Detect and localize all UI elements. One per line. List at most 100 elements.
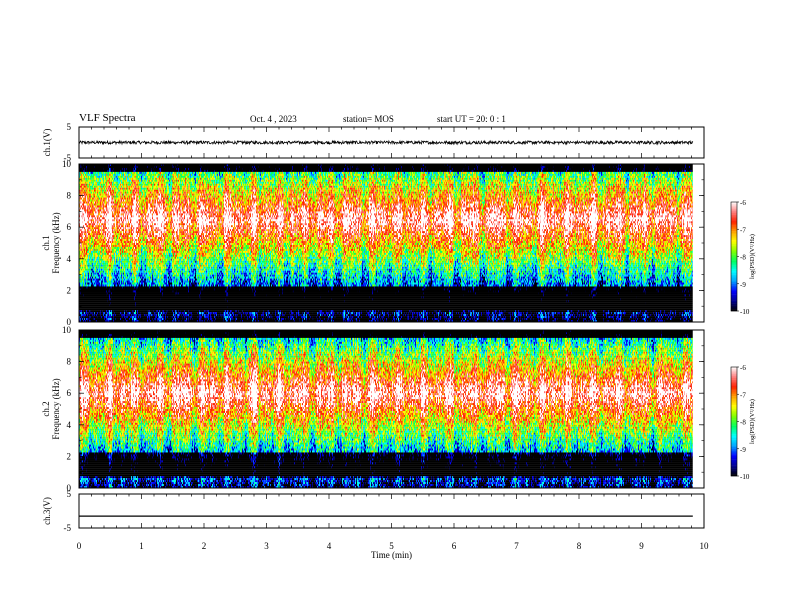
waveform-line — [79, 141, 693, 144]
colorbar-segment — [731, 422, 737, 424]
colorbar-segment — [731, 246, 737, 248]
colorbar-tick-label: -8 — [740, 254, 746, 262]
colorbar-segment — [731, 438, 737, 440]
colorbar-segment — [731, 209, 737, 211]
colorbar-segment — [731, 264, 737, 266]
y-tick-label: 6 — [67, 222, 72, 232]
y-tick-label: -5 — [64, 523, 72, 533]
colorbar-segment — [731, 456, 737, 458]
colorbar-segment — [731, 427, 737, 429]
colorbar-segment — [731, 280, 737, 282]
colorbar-segment — [731, 418, 737, 420]
x-tick-label: 1 — [139, 541, 144, 551]
y-tick-label: 2 — [67, 285, 72, 295]
colorbar-segment — [731, 266, 737, 268]
colorbar-segment — [731, 405, 737, 407]
waveform-ch1 — [79, 141, 693, 144]
colorbar-segment — [731, 249, 737, 251]
colorbar-segment — [731, 414, 737, 416]
x-tick-label: 6 — [452, 541, 457, 551]
colorbar-segment — [731, 278, 737, 280]
colorbar-segment — [731, 463, 737, 465]
colorbar-segment — [731, 441, 737, 443]
colorbars: -6-7-8-9-10log(PSD)(V²/Hz)-6-7-8-9-10log… — [731, 199, 756, 481]
colorbar-segment — [731, 447, 737, 449]
colorbar-segment — [731, 383, 737, 385]
y-axis-label: ch.3(V) — [42, 497, 52, 525]
colorbar-tick-label: -7 — [740, 391, 746, 399]
colorbar-segment — [731, 389, 737, 391]
colorbar-segment — [731, 367, 737, 369]
colorbar-segment — [731, 382, 737, 384]
colorbar-segment — [731, 380, 737, 382]
colorbar-segment — [731, 460, 737, 462]
y-tick-label: 4 — [67, 254, 72, 264]
colorbar-segment — [731, 445, 737, 447]
colorbar-tick-label: -9 — [740, 446, 746, 454]
y-tick-label: 10 — [62, 159, 72, 169]
colorbar-segment — [731, 391, 737, 393]
colorbar-segment — [731, 411, 737, 413]
colorbar-segment — [731, 400, 737, 402]
colorbar-segment — [731, 398, 737, 400]
colorbar-tick-label: -6 — [740, 199, 746, 207]
colorbar-segment — [731, 372, 737, 374]
plot-panels — [79, 141, 704, 516]
colorbar-segment — [731, 300, 737, 302]
colorbar-segment — [731, 242, 737, 244]
colorbar-segment — [731, 291, 737, 293]
colorbar-tick-label: -10 — [740, 473, 750, 481]
colorbar-segment — [731, 420, 737, 422]
colorbar-segment — [731, 269, 737, 271]
colorbar-segment — [731, 458, 737, 460]
colorbar-segment — [731, 206, 737, 208]
colorbar-segment — [731, 275, 737, 277]
colorbar-segment — [731, 220, 737, 222]
colorbar-segment — [731, 289, 737, 291]
colorbar-segment — [731, 394, 737, 396]
colorbar-segment — [731, 416, 737, 418]
colorbar-segment — [731, 407, 737, 409]
y-tick-label: 8 — [67, 357, 72, 367]
colorbar-segment — [731, 257, 737, 259]
colorbar-label: log(PSD)(V²/Hz) — [749, 399, 756, 444]
y-axis-label: Frequency (kHz) — [51, 378, 61, 439]
y-axis-channel-label: ch.2 — [41, 401, 51, 416]
colorbar-segment — [731, 423, 737, 425]
x-tick-label: 8 — [577, 541, 582, 551]
colorbar-label: log(PSD)(V²/Hz) — [749, 234, 756, 279]
colorbar-segment — [731, 449, 737, 451]
colorbar-segment — [731, 302, 737, 304]
colorbar-segment — [731, 425, 737, 427]
x-tick-label: 3 — [264, 541, 269, 551]
colorbar-segment — [731, 465, 737, 467]
colorbar-segment — [731, 369, 737, 371]
colorbar-segment — [731, 371, 737, 373]
x-axis-label: Time (min) — [371, 550, 412, 560]
colorbar-segment — [731, 402, 737, 404]
colorbar-segment — [731, 454, 737, 456]
colorbar-segment — [731, 231, 737, 233]
x-tick-label: 7 — [514, 541, 519, 551]
colorbar-segment — [731, 471, 737, 473]
colorbar-segment — [731, 378, 737, 380]
colorbar-segment — [731, 226, 737, 228]
colorbar-segment — [731, 306, 737, 308]
colorbar-segment — [731, 374, 737, 376]
vlf-spectra-figure: -6-7-8-9-10log(PSD)(V²/Hz)-6-7-8-9-10log… — [0, 0, 792, 612]
colorbar-segment — [731, 258, 737, 260]
colorbar-segment — [731, 440, 737, 442]
colorbar-segment — [731, 211, 737, 213]
colorbar-segment — [731, 251, 737, 253]
colorbar-segment — [731, 472, 737, 474]
y-tick-label: 4 — [67, 420, 72, 430]
colorbar-segment — [731, 217, 737, 219]
spectrogram-ch1 — [79, 164, 704, 322]
x-tick-label: 10 — [700, 541, 710, 551]
colorbar-segment — [731, 229, 737, 231]
colorbar-segment — [731, 253, 737, 255]
colorbar-segment — [731, 233, 737, 235]
colorbar-segment — [731, 260, 737, 262]
spectrogram-ch2 — [79, 330, 704, 488]
colorbar-segment — [731, 295, 737, 297]
